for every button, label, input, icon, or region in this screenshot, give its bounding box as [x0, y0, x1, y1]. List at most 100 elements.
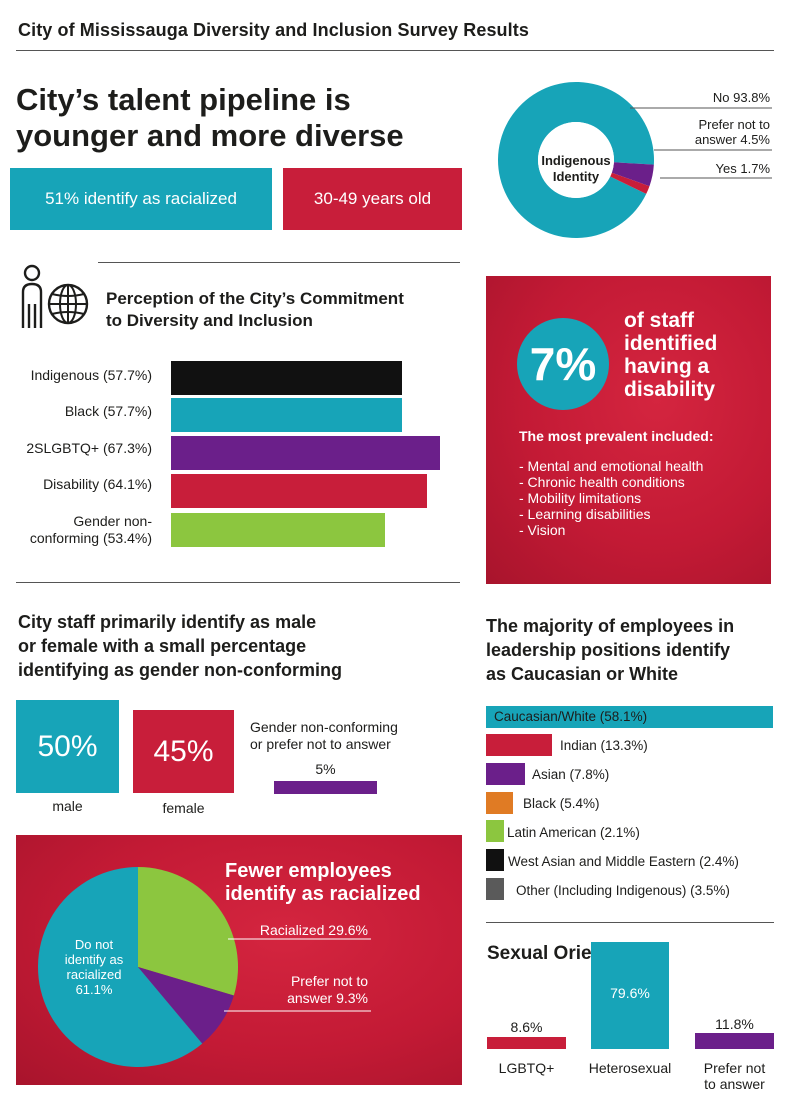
racialized-title-line2: identify as racialized	[225, 883, 421, 905]
gender-other-bar	[274, 781, 377, 794]
donut-center-line2: Identity	[552, 169, 600, 184]
orientation-label-hetero: Heterosexual	[588, 1060, 672, 1076]
racialized-panel: Fewer employees identify as racialized R…	[16, 835, 462, 1085]
disability-subhead: The most prevalent included:	[519, 428, 714, 444]
leadership-label-latin: Latin American (2.1%)	[507, 825, 640, 840]
leadership-label-caucasian: Caucasian/White (58.1%)	[494, 709, 648, 724]
pie-slice-racialized	[138, 867, 238, 996]
gender-title-line1: City staff primarily identify as male	[18, 612, 317, 632]
orientation-label-lgbtq: LGBTQ+	[498, 1060, 555, 1076]
disability-list: - Mental and emotional health - Chronic …	[519, 458, 703, 538]
orientation-bar-prefer	[695, 1033, 774, 1049]
commitment-divider	[98, 262, 460, 263]
leadership-label-asian: Asian (7.8%)	[532, 767, 610, 782]
section-divider-left	[16, 582, 460, 583]
gender-other-label-line2: or prefer not to answer	[250, 736, 391, 752]
gender-male-box: 50%	[16, 700, 119, 793]
person-globe-icon	[21, 264, 89, 328]
disability-panel: 7% of staff identified having a disabili…	[486, 276, 771, 584]
leadership-bar-caucasian	[486, 706, 773, 728]
disability-headline-line1: of staff	[624, 309, 694, 332]
gender-female-box: 45%	[133, 710, 234, 793]
racialized-label-not-line4: 61.1%	[75, 982, 113, 997]
leadership-bar-latin	[486, 820, 504, 842]
leadership-bar-westasian	[486, 849, 504, 871]
racialized-pie-chart	[37, 867, 371, 1067]
leadership-bar-black	[486, 792, 513, 814]
commitment-bar-2slgbtq	[171, 436, 441, 470]
gender-title: City staff primarily identify as male or…	[18, 610, 468, 682]
orientation-value-prefer: 11.8%	[715, 1016, 754, 1032]
leadership-title-line1: The majority of employees in	[486, 616, 735, 636]
orientation-bar-hetero	[591, 942, 669, 1049]
gender-female-value: 45%	[153, 734, 214, 768]
commitment-label-black: Black (57.7%)	[64, 403, 152, 419]
leadership-label-other: Other (Including Indigenous) (3.5%)	[516, 883, 730, 898]
stat-racialized-text: 51% identify as racialized	[45, 189, 237, 208]
leadership-title-line3: as Caucasian or White	[486, 664, 679, 684]
gender-other-label: Gender non-conforming or prefer not to a…	[250, 719, 398, 753]
pie-slice-not-racialized	[37, 867, 203, 1067]
pipeline-title-line1: City’s talent pipeline is	[16, 82, 351, 117]
racialized-label-not-line3: racialized	[66, 967, 122, 982]
donut-slice-prefer	[611, 162, 654, 187]
donut-label-prefer: Prefer not to answer 4.5%	[695, 117, 770, 147]
leadership-label-indian: Indian (13.3%)	[560, 738, 648, 753]
stat-age-box: 30-49 years old	[283, 168, 462, 230]
gender-male-label: male	[52, 798, 83, 814]
orientation-label-prefer: Prefer not to answer	[695, 1060, 774, 1092]
leadership-label-westasian: West Asian and Middle Eastern (2.4%)	[508, 854, 739, 869]
commitment-title: Perception of the City’s Commitment to D…	[106, 288, 476, 332]
donut-center-line1: Indigenous	[541, 153, 611, 168]
commitment-label-2slgbtq: 2SLGBTQ+ (67.3%)	[26, 440, 152, 456]
gender-other-label-line1: Gender non-conforming	[250, 719, 398, 735]
racialized-label-not-line2: identify as	[64, 952, 124, 967]
page-header-title: City of Mississauga Diversity and Inclus…	[18, 20, 529, 40]
leadership-bar-other	[486, 878, 504, 900]
disability-headline: of staff identified having a disability	[624, 309, 717, 401]
pipeline-title-line2: younger and more diverse	[16, 118, 404, 153]
racialized-label-prefer-line2: answer 9.3%	[287, 990, 368, 1006]
commitment-label-gender-line2: conforming (53.4%)	[29, 530, 152, 546]
leadership-bar-indian	[486, 734, 552, 756]
disability-headline-line2: identified	[624, 332, 718, 355]
racialized-label-prefer-line1: Prefer not to	[290, 973, 368, 989]
pie-slice-prefer	[138, 967, 234, 1044]
orientation-value-lgbtq: 8.6%	[510, 1019, 543, 1035]
stat-age-text: 30-49 years old	[313, 189, 432, 208]
disability-item: - Learning disabilities	[519, 506, 651, 522]
commitment-label-gender-line1: Gender non-	[73, 513, 152, 529]
orientation-bar-lgbtq	[487, 1037, 566, 1049]
leadership-title-line2: leadership positions identify	[486, 640, 731, 660]
racialized-title-line1: Fewer employees	[225, 860, 392, 882]
donut-label-yes: Yes 1.7%	[715, 161, 770, 176]
donut-label-prefer-line2: answer 4.5%	[694, 132, 770, 147]
commitment-label-gender: Gender non- conforming (53.4%)	[2, 513, 152, 547]
donut-label-no: No 93.8%	[712, 90, 770, 105]
racialized-title: Fewer employees identify as racialized	[225, 860, 421, 906]
leadership-divider	[486, 922, 774, 923]
disability-item: - Chronic health conditions	[519, 474, 685, 490]
gender-title-line2: or female with a small percentage	[18, 636, 307, 656]
commitment-label-disability: Disability (64.1%)	[43, 476, 152, 492]
commitment-bar-indigenous	[171, 361, 402, 395]
disability-percent-circle: 7%	[517, 318, 609, 410]
donut-slice-no	[498, 82, 654, 238]
header-divider	[16, 50, 774, 51]
racialized-label-not-line1: Do not	[74, 937, 114, 952]
donut-slice-yes	[610, 172, 650, 194]
orientation-value-hetero: 79.6%	[610, 985, 650, 1001]
commitment-title-line2: to Diversity and Inclusion	[106, 311, 313, 330]
commitment-bar-black	[171, 398, 402, 432]
leadership-title: The majority of employees in leadership …	[486, 614, 786, 686]
disability-headline-line4: disability	[624, 378, 716, 401]
gender-female-label: female	[162, 800, 205, 816]
leadership-label-black: Black (5.4%)	[523, 796, 600, 811]
commitment-bar-disability	[171, 474, 428, 508]
disability-percent: 7%	[529, 338, 597, 390]
orientation-label-prefer-line1: Prefer not	[703, 1060, 766, 1076]
commitment-bar-gender	[171, 513, 385, 547]
racialized-label-not: Do not identify as racialized 61.1%	[56, 937, 132, 997]
donut-center-label: Indigenous Identity	[516, 153, 636, 185]
disability-headline-line3: having a	[624, 355, 710, 378]
